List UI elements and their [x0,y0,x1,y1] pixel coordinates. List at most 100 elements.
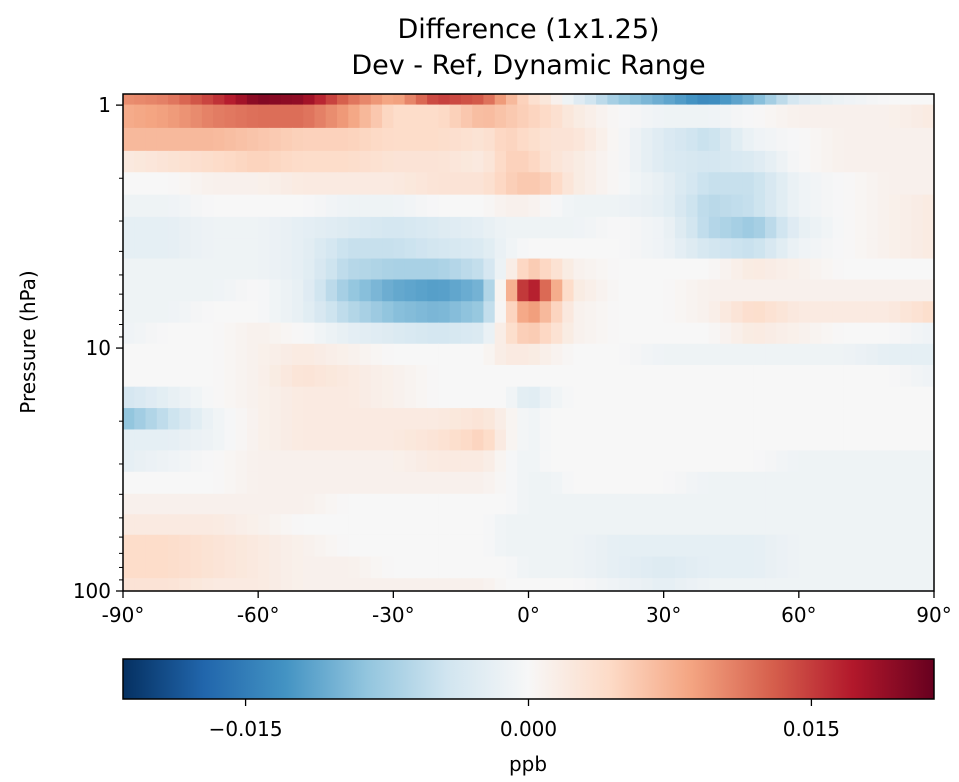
heatmap-cell [246,301,259,324]
heatmap-cell [359,534,372,558]
heatmap-cell [832,104,845,129]
heatmap-cell [213,408,225,431]
heatmap-cell [460,172,473,196]
heatmap-cell [731,408,744,431]
heatmap-cell [900,493,913,515]
heatmap-cell [686,238,699,260]
heatmap-cell [438,578,451,592]
heatmap-cell [123,534,135,558]
heatmap-cell [438,322,451,345]
heatmap-cell [370,216,383,239]
heatmap-cell [539,150,552,173]
heatmap-cell [810,386,822,409]
heatmap-cell [596,150,608,173]
heatmap-cell [719,127,732,152]
heatmap-cell [224,258,237,281]
heatmap-cell [618,258,631,281]
heatmap-cell [123,194,135,218]
heatmap-cell [528,216,541,239]
heatmap-cell [213,514,225,536]
heatmap-cell [179,343,192,366]
heatmap-cell [348,514,361,536]
heatmap-cell [584,127,597,152]
heatmap-cell [562,534,575,558]
heatmap-cell [866,172,879,196]
heatmap-cell [449,172,462,196]
heatmap-cell [134,150,147,173]
heatmap-cells [123,94,935,592]
heatmap-cell [145,94,158,106]
heatmap-cell [505,556,518,579]
heatmap-cell [708,343,721,366]
heatmap-cell [787,104,800,129]
heatmap-cell [280,258,293,281]
heatmap-cell [562,578,575,592]
heatmap-cell [460,408,473,431]
heatmap-cell [348,94,361,106]
heatmap-cell [810,150,822,173]
heatmap-cell [596,556,608,579]
heatmap-cell [607,386,620,409]
y-tick-label: 10 [86,336,111,360]
heatmap-cell [810,172,822,196]
heatmap-cell [404,94,417,106]
heatmap-cell [370,408,383,431]
heatmap-cell [697,216,710,239]
heatmap-cell [145,216,158,239]
heatmap-cell [168,386,180,409]
heatmap-cell [472,534,485,558]
heatmap-cell [156,216,169,239]
heatmap-cell [134,194,147,218]
heatmap-cell [922,343,935,366]
heatmap-cell [269,94,282,106]
heatmap-cell [404,238,417,260]
heatmap-cell [427,194,439,218]
heatmap-cell [449,534,462,558]
heatmap-cell [145,386,158,409]
heatmap-cell [179,150,192,173]
heatmap-cell [280,279,293,302]
heatmap-cell [134,364,147,388]
heatmap-cell [348,471,361,495]
heatmap-cell [235,493,248,515]
heatmap-cell [607,493,620,515]
heatmap-cell [753,471,766,495]
heatmap-cell [584,94,597,106]
heatmap-cell [832,343,845,366]
heatmap-cell [719,104,732,129]
heatmap-cell [505,343,518,366]
heatmap-cell [821,172,834,196]
heatmap-cell [776,534,789,558]
heatmap-cell [888,450,901,473]
heatmap-cell [134,386,147,409]
heatmap-cell [505,386,518,409]
heatmap-cell [505,279,518,302]
heatmap-cell [663,94,676,106]
heatmap-cell [528,578,541,592]
heatmap-cell [652,172,665,196]
heatmap-cell [708,578,721,592]
heatmap-cell [314,556,327,579]
heatmap-cell [494,408,507,431]
heatmap-cell [460,534,473,558]
heatmap-cell [877,172,890,196]
heatmap-cell [652,104,665,129]
heatmap-cell [325,364,338,388]
heatmap-cell [888,534,901,558]
heatmap-cell [359,343,372,366]
heatmap-cell [246,216,259,239]
heatmap-cell [573,386,586,409]
heatmap-cell [438,364,451,388]
heatmap-cell [472,216,485,239]
heatmap-cell [911,104,924,129]
heatmap-cell [866,450,879,473]
heatmap-cell [776,514,789,536]
heatmap-cell [123,429,135,452]
heatmap-cell [415,534,428,558]
heatmap-cell [472,343,485,366]
heatmap-cell [674,578,687,592]
heatmap-cell [629,94,642,106]
heatmap-cell [303,194,316,218]
heatmap-cell [821,94,834,106]
heatmap-cell [224,493,237,515]
